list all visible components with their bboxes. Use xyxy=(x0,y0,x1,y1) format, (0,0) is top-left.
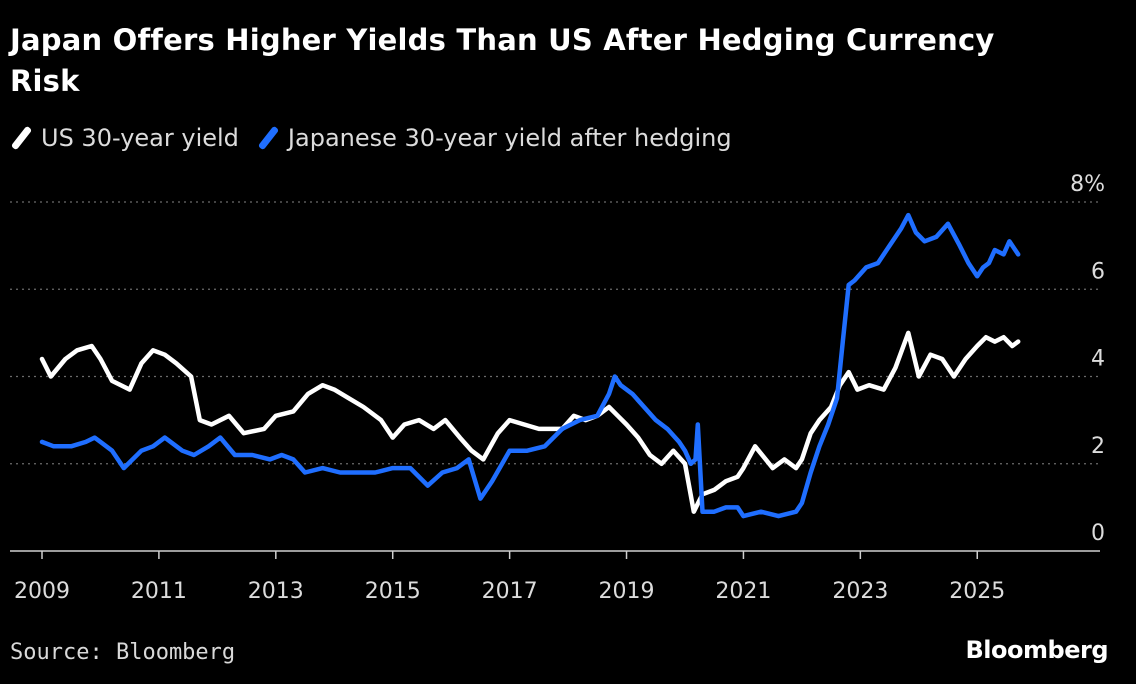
legend: US 30-year yield Japanese 30-year yield … xyxy=(10,120,750,156)
legend-swatch-us-icon xyxy=(10,125,33,151)
chart-title: Japan Offers Higher Yields Than US After… xyxy=(10,23,995,98)
x-tick-label-2021: 2021 xyxy=(715,579,771,604)
source-note: Source: Bloomberg xyxy=(10,640,236,665)
line-chart: 0 2 4 6 8% 2009 2011 2013 2015 2017 2019 2021 2023 20… xyxy=(10,172,1105,604)
y-tick-label-2: 2 xyxy=(1091,434,1105,459)
x-tick-label-2025: 2025 xyxy=(949,579,1005,604)
y-tick-label-4: 4 xyxy=(1091,347,1105,372)
x-tick-label-2023: 2023 xyxy=(832,579,888,604)
x-tick-label-2009: 2009 xyxy=(14,579,70,604)
legend-label-japan: Japanese 30-year yield after hedging xyxy=(287,124,732,152)
x-tick-label-2013: 2013 xyxy=(248,579,304,604)
x-tick-label-2019: 2019 xyxy=(599,579,655,604)
x-tick-label-2011: 2011 xyxy=(131,579,187,604)
legend-item-us: US 30-year yield xyxy=(10,124,239,152)
x-tick-label-2017: 2017 xyxy=(482,579,538,604)
legend-swatch-japan-icon xyxy=(257,125,280,151)
bloomberg-logo: Bloomberg xyxy=(965,636,1109,664)
x-tick-label-2015: 2015 xyxy=(365,579,421,604)
y-tick-label-6: 6 xyxy=(1091,259,1105,284)
y-tick-label-8: 8% xyxy=(1070,172,1105,197)
legend-item-japan: Japanese 30-year yield after hedging xyxy=(257,124,732,152)
series-line-japan-30y-hedged xyxy=(39,212,1021,519)
y-tick-label-0: 0 xyxy=(1091,521,1105,546)
series-line-us-30y xyxy=(39,330,1021,514)
legend-label-us: US 30-year yield xyxy=(41,124,239,152)
